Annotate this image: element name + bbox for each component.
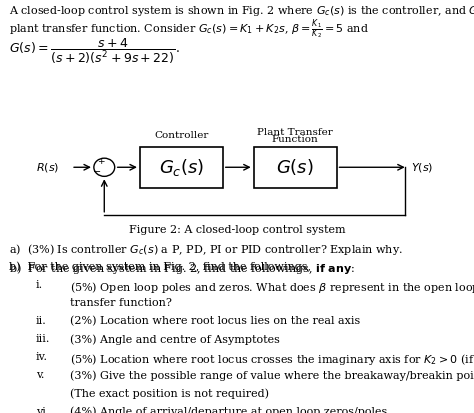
Text: ii.: ii. xyxy=(36,316,46,326)
FancyBboxPatch shape xyxy=(140,147,223,188)
Text: iv.: iv. xyxy=(36,352,47,362)
Text: a)  (3%) Is controller $G_c(s)$ a P, PD, PI or PID controller? Explain why.: a) (3%) Is controller $G_c(s)$ a P, PD, … xyxy=(9,242,402,256)
Text: plant transfer function. Consider $G_c(s) = K_1 + K_2s$, $\beta = \frac{K_1}{K_2: plant transfer function. Consider $G_c(s… xyxy=(9,17,368,40)
Text: (2%) Location where root locus lies on the real axis: (2%) Location where root locus lies on t… xyxy=(70,316,360,326)
Text: transfer function?: transfer function? xyxy=(70,298,172,308)
Text: v.: v. xyxy=(36,370,44,380)
Text: (5%) Open loop poles and zeros. What does $\beta$ represent in the open loop: (5%) Open loop poles and zeros. What doe… xyxy=(70,280,474,294)
Text: b)  For the given system in Fig. 2, find the followings, $\mathbf{if\ any}$:: b) For the given system in Fig. 2, find … xyxy=(9,261,355,276)
Text: A closed-loop control system is shown in Fig. 2 where $G_c(s)$ is the controller: A closed-loop control system is shown in… xyxy=(9,4,474,18)
Text: (The exact position is not required): (The exact position is not required) xyxy=(70,389,269,399)
Text: $Y(s)$: $Y(s)$ xyxy=(410,161,433,174)
Text: iii.: iii. xyxy=(36,334,50,344)
Text: $G_c(s)$: $G_c(s)$ xyxy=(159,157,204,178)
Text: (3%) Angle and centre of Asymptotes: (3%) Angle and centre of Asymptotes xyxy=(70,334,280,345)
Text: b)  For the given system in Fig. 2, find the followings,: b) For the given system in Fig. 2, find … xyxy=(9,261,314,272)
Text: $G(s) = \dfrac{s+4}{(s+2)(s^2+9s+22)}$.: $G(s) = \dfrac{s+4}{(s+2)(s^2+9s+22)}$. xyxy=(9,37,180,66)
Text: (4%) Angle of arrival/departure at open loop zeros/poles: (4%) Angle of arrival/departure at open … xyxy=(70,407,387,413)
FancyBboxPatch shape xyxy=(254,147,337,188)
Text: −: − xyxy=(92,167,101,177)
Text: +: + xyxy=(97,157,104,166)
Text: (5%) Location where root locus crosses the imaginary axis for $K_2 > 0$ (if any): (5%) Location where root locus crosses t… xyxy=(70,352,474,367)
Text: $R(s)$: $R(s)$ xyxy=(36,161,59,174)
Text: $G(s)$: $G(s)$ xyxy=(276,157,314,177)
Text: vi.: vi. xyxy=(36,407,49,413)
Text: Plant Transfer: Plant Transfer xyxy=(257,128,333,137)
Text: Function: Function xyxy=(272,135,319,144)
Text: Controller: Controller xyxy=(155,131,209,140)
Text: i.: i. xyxy=(36,280,43,290)
Text: (3%) Give the possible range of value where the breakaway/breakin point lie: (3%) Give the possible range of value wh… xyxy=(70,370,474,381)
Text: Figure 2: A closed-loop control system: Figure 2: A closed-loop control system xyxy=(128,225,346,235)
